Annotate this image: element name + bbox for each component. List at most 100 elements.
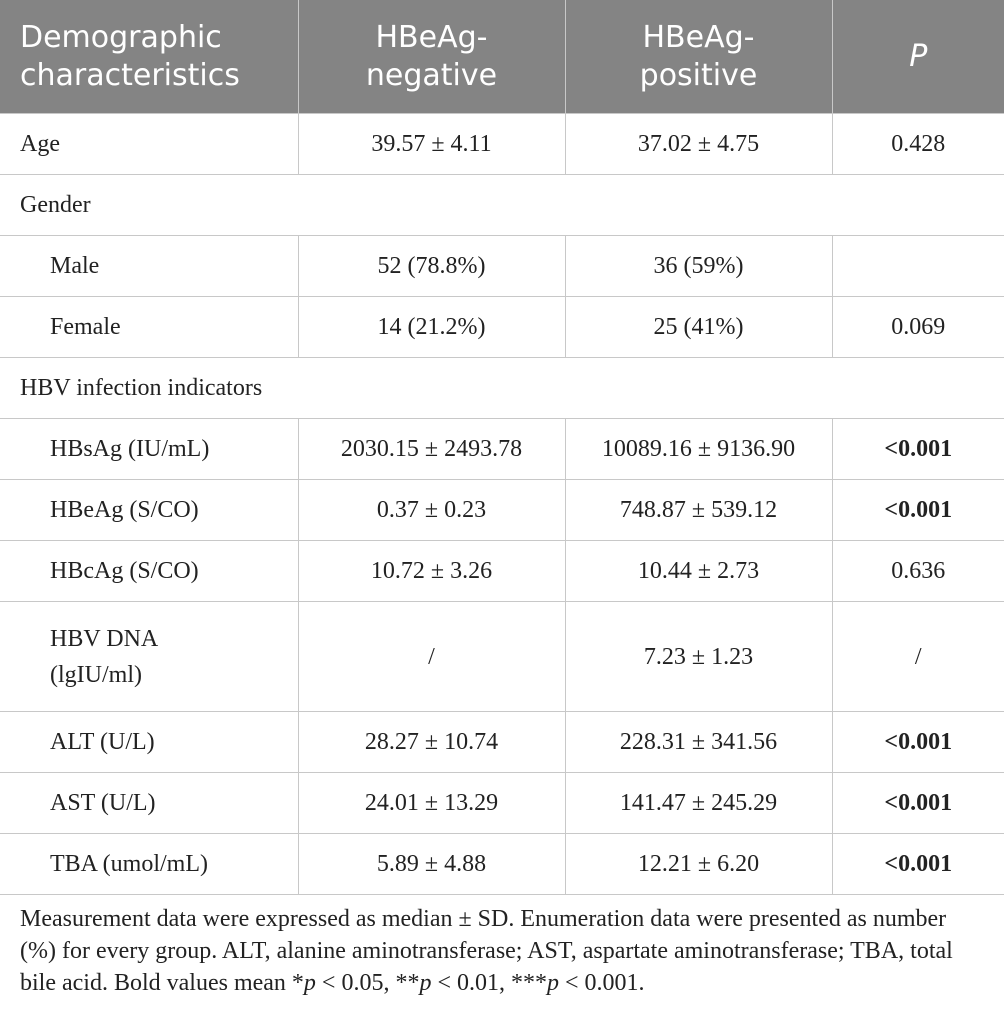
cell-text: 10089.16 ± 9136.90: [601, 435, 796, 462]
section-cell: Gender: [0, 174, 1004, 236]
cell-text: <0.001: [884, 850, 953, 877]
value-cell: 52 (78.8%): [297, 235, 565, 297]
cell-text: 0.428: [891, 130, 946, 157]
cell-text: HBV DNA (lgIU/ml): [50, 625, 157, 688]
cell-text: 28.27 ± 10.74: [364, 728, 499, 755]
row-label: TBA (umol/mL): [0, 833, 298, 895]
header-cell: P: [831, 0, 1004, 114]
value-cell: <0.001: [831, 479, 1004, 541]
footnote: Measurement data were expressed as media…: [0, 895, 1004, 999]
footnote-text: < 0.001.: [559, 970, 645, 996]
cell-text: /: [914, 643, 922, 670]
footnote-text: p: [303, 970, 316, 996]
row-label: HBsAg (IU/mL): [0, 418, 298, 480]
row-label: ALT (U/L): [0, 711, 298, 773]
header-cell: HBeAg-negative: [297, 0, 565, 114]
cell-text: <0.001: [884, 728, 953, 755]
cell-text: 7.23 ± 1.23: [643, 643, 754, 670]
row-label: Male: [0, 235, 298, 297]
row-label: Female: [0, 296, 298, 358]
header-cell: HBeAg-positive: [564, 0, 832, 114]
cell-text: 25 (41%): [653, 313, 744, 340]
row-label: HBcAg (S/CO): [0, 540, 298, 602]
section-cell: HBV infection indicators: [0, 357, 1004, 419]
cell-text: 0.069: [891, 313, 946, 340]
footnote-text: p: [419, 970, 432, 996]
value-cell: 0.37 ± 0.23: [297, 479, 565, 541]
cell-text: HBcAg (S/CO): [50, 557, 199, 584]
value-cell: 39.57 ± 4.11: [297, 113, 565, 175]
table-row: HBV infection indicators: [0, 357, 1004, 419]
cell-text: 748.87 ± 539.12: [619, 496, 778, 523]
section-label: HBV infection indicators: [20, 374, 263, 401]
section-label: Gender: [20, 191, 91, 218]
header-text: HBeAg-positive: [639, 19, 758, 93]
value-cell: 10089.16 ± 9136.90: [564, 418, 832, 480]
cell-text: <0.001: [884, 496, 953, 523]
cell-text: 228.31 ± 341.56: [619, 728, 778, 755]
value-cell: 228.31 ± 341.56: [564, 711, 832, 773]
value-cell: /: [831, 601, 1004, 712]
cell-text: <0.001: [884, 435, 953, 462]
value-cell: 25 (41%): [564, 296, 832, 358]
value-cell: 5.89 ± 4.88: [297, 833, 565, 895]
cell-text: 52 (78.8%): [377, 252, 486, 279]
cell-text: 141.47 ± 245.29: [619, 789, 778, 816]
footnote-text: p: [547, 970, 560, 996]
footnote-text: < 0.05, **: [315, 970, 420, 996]
table-row: ALT (U/L) 28.27 ± 10.74 228.31 ± 341.56 <0.…: [0, 711, 1004, 773]
value-cell: 0.069: [831, 296, 1004, 358]
cell-text: Male: [50, 252, 100, 279]
cell-text: 0.37 ± 0.23: [376, 496, 487, 523]
value-cell: 10.72 ± 3.26: [297, 540, 565, 602]
table-row: HBcAg (S/CO) 10.72 ± 3.26 10.44 ± 2.73 0.63…: [0, 540, 1004, 602]
cell-text: 36 (59%): [653, 252, 744, 279]
cell-text: <0.001: [884, 789, 953, 816]
cell-text: /: [428, 643, 435, 670]
value-cell: 2030.15 ± 2493.78: [297, 418, 565, 480]
row-label: HBV DNA (lgIU/ml): [0, 601, 298, 712]
value-cell: 748.87 ± 539.12: [564, 479, 832, 541]
value-cell: 24.01 ± 13.29: [297, 772, 565, 834]
value-cell: <0.001: [831, 711, 1004, 773]
value-cell: <0.001: [831, 772, 1004, 834]
value-cell: 37.02 ± 4.75: [564, 113, 832, 175]
value-cell: 0.636: [831, 540, 1004, 602]
cell-text: 0.636: [891, 557, 946, 584]
value-cell: 14 (21.2%): [297, 296, 565, 358]
row-label: AST (U/L): [0, 772, 298, 834]
table-row: HBV DNA (lgIU/ml) / 7.23 ± 1.23 /: [0, 601, 1004, 712]
value-cell: 36 (59%): [564, 235, 832, 297]
cell-text: 10.44 ± 2.73: [637, 557, 760, 584]
value-cell: 0.428: [831, 113, 1004, 175]
header-text: HBeAg-negative: [365, 19, 498, 93]
cell-text: AST (U/L): [50, 789, 156, 816]
table-row: AST (U/L) 24.01 ± 13.29 141.47 ± 245.29 <0.…: [0, 772, 1004, 834]
cell-text: 12.21 ± 6.20: [637, 850, 760, 877]
footnote-text: < 0.01, ***: [431, 970, 548, 996]
value-cell: 12.21 ± 6.20: [564, 833, 832, 895]
cell-text: 14 (21.2%): [377, 313, 486, 340]
row-label: HBeAg (S/CO): [0, 479, 298, 541]
value-cell: 10.44 ± 2.73: [564, 540, 832, 602]
cell-text: 10.72 ± 3.26: [370, 557, 493, 584]
cell-text: 24.01 ± 13.29: [364, 789, 499, 816]
header-cell: Demographic characteristics: [0, 0, 298, 114]
cell-text: Age: [20, 130, 60, 157]
value-cell: /: [297, 601, 565, 712]
footnote-text: Measurement data were expressed as media…: [20, 906, 953, 996]
table-row: HBsAg (IU/mL) 2030.15 ± 2493.78 10089.16 ±…: [0, 418, 1004, 480]
value-cell: 7.23 ± 1.23: [564, 601, 832, 712]
cell-text: Female: [50, 313, 121, 340]
value-cell: [831, 235, 1004, 297]
table-row: Gender: [0, 174, 1004, 236]
cell-text: 37.02 ± 4.75: [637, 130, 760, 157]
table-row: HBeAg (S/CO) 0.37 ± 0.23 748.87 ± 539.12 <0…: [0, 479, 1004, 541]
row-label: Age: [0, 113, 298, 175]
header-row: Demographic characteristics HBeAg-negativ…: [0, 0, 1004, 114]
cell-text: HBsAg (IU/mL): [50, 435, 210, 462]
cell-text: HBeAg (S/CO): [50, 496, 199, 523]
cell-text: 2030.15 ± 2493.78: [340, 435, 523, 462]
value-cell: 141.47 ± 245.29: [564, 772, 832, 834]
